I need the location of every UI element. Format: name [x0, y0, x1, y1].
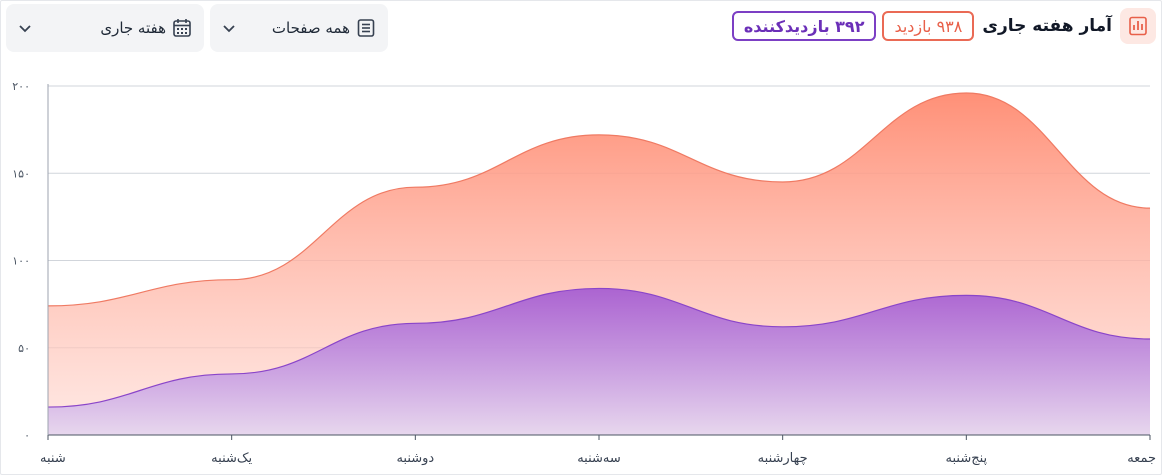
visits-badge: ۹۳۸ بازدید [882, 11, 975, 41]
bar-chart-icon [1120, 8, 1156, 44]
y-tick-label: ۲۰۰ [12, 80, 30, 93]
period-dropdown-label: هفته جاری [100, 19, 166, 37]
x-tick-label: یک‌شنبه [211, 451, 252, 466]
visitors-badge: ۳۹۲ بازدیدکننده [731, 11, 877, 41]
x-tick-label: پنج‌شنبه [946, 451, 988, 466]
visits-line [47, 92, 1151, 307]
document-list-icon [356, 18, 376, 38]
y-tick-label: ۱۵۰ [12, 167, 30, 180]
chevron-down-icon [18, 21, 32, 35]
page-title: آمار هفته جاری [982, 16, 1112, 36]
period-dropdown[interactable]: هفته جاری [6, 4, 204, 52]
x-tick-label: جمعه [1127, 451, 1156, 466]
y-tick-label: ۰ [24, 429, 30, 442]
y-tick-label: ۵۰ [18, 342, 30, 355]
stats-header: آمار هفته جاری ۹۳۸ بازدید ۳۹۲ بازدیدکنند… [731, 6, 1156, 46]
visitors-area [48, 288, 1150, 435]
calendar-icon [172, 18, 192, 38]
chevron-down-icon [222, 21, 236, 35]
pages-dropdown-label: همه صفحات [271, 19, 350, 37]
x-tick-label: سه‌شنبه [577, 451, 621, 466]
x-tick-label: دوشنبه [396, 451, 434, 466]
pages-dropdown[interactable]: همه صفحات [210, 4, 388, 52]
x-tick-label: شنبه [40, 451, 66, 466]
x-tick-label: چهارشنبه [758, 451, 808, 466]
y-tick-label: ۱۰۰ [12, 255, 30, 268]
